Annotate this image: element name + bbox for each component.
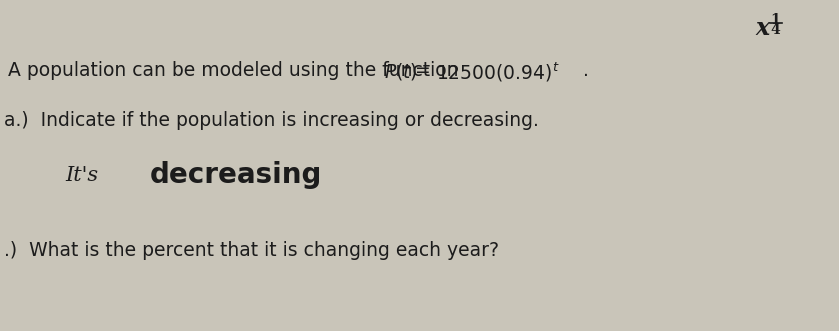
Text: It's: It's	[65, 166, 98, 185]
Text: x: x	[755, 16, 769, 40]
Text: $12500(0.94)^t$: $12500(0.94)^t$	[436, 61, 560, 84]
Text: 1: 1	[770, 13, 779, 27]
Text: .)  What is the percent that it is changing each year?: .) What is the percent that it is changi…	[4, 241, 499, 260]
Text: a.)  Indicate if the population is increasing or decreasing.: a.) Indicate if the population is increa…	[4, 111, 539, 130]
Text: =: =	[415, 61, 430, 80]
Text: A population can be modeled using the function: A population can be modeled using the fu…	[8, 61, 465, 80]
Text: 4: 4	[770, 23, 779, 37]
Text: $P(t)$: $P(t)$	[384, 61, 418, 82]
Text: .: .	[583, 61, 589, 80]
Text: decreasing: decreasing	[150, 161, 322, 189]
